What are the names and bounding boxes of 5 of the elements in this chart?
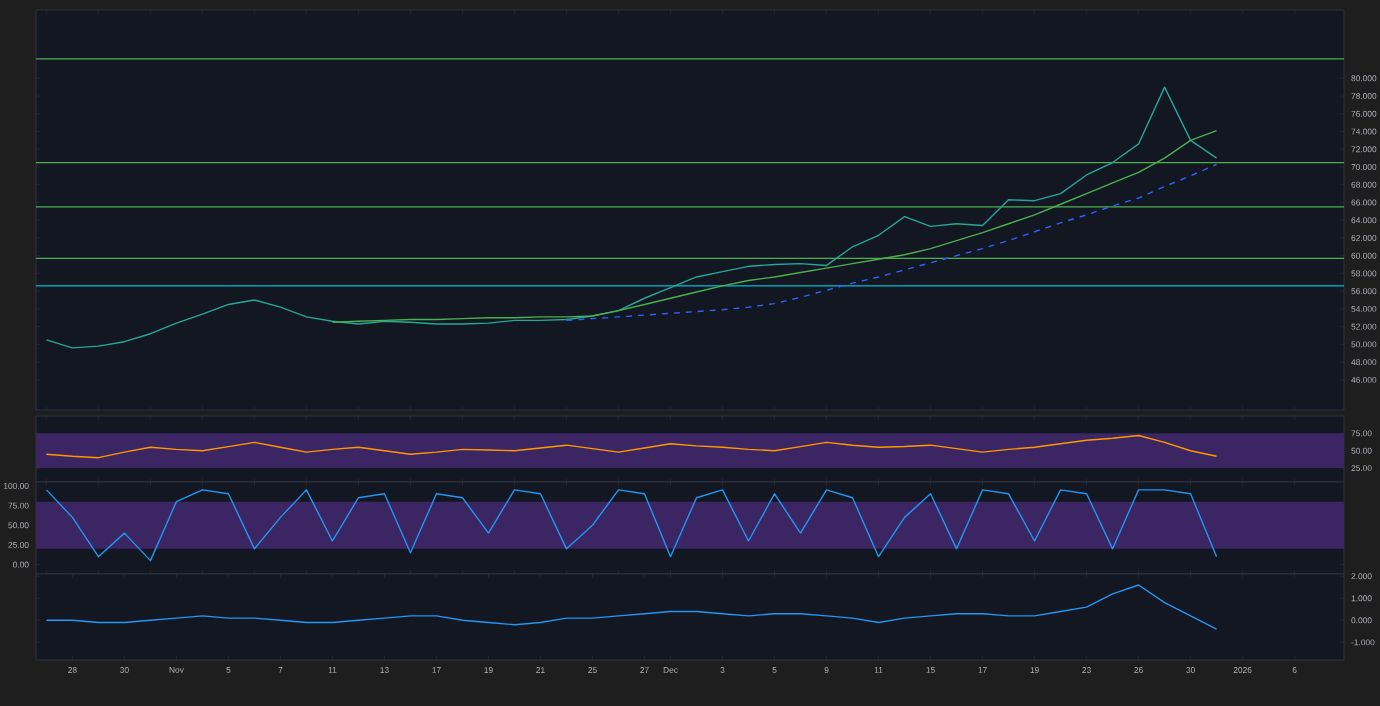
line-series xyxy=(565,163,1218,322)
line-series xyxy=(45,489,1218,562)
line-series xyxy=(45,584,1218,630)
line-series xyxy=(45,86,1218,349)
line-series xyxy=(45,434,1218,459)
